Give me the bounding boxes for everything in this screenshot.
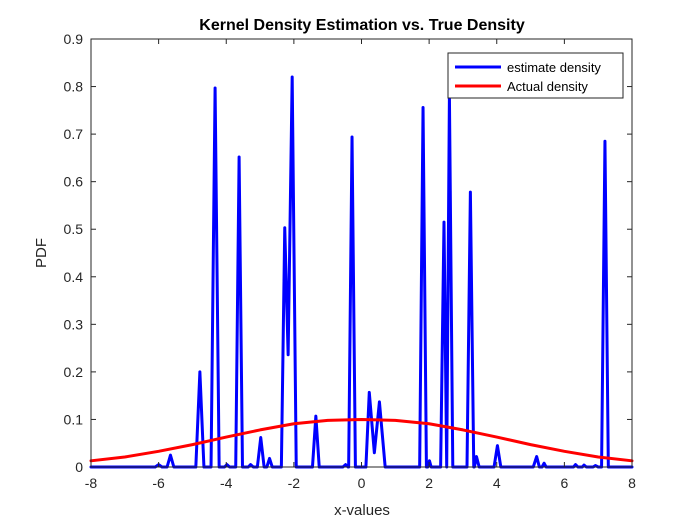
x-tick-label: 0: [358, 475, 366, 491]
y-tick-label: 0.8: [64, 79, 84, 95]
y-tick-label: 0.1: [64, 411, 84, 427]
y-tick-label: 0.3: [64, 316, 84, 332]
y-tick-label: 0.5: [64, 221, 84, 237]
x-tick-label: 2: [425, 475, 433, 491]
series-layer: [89, 75, 634, 469]
y-axis-ticks: 0 0.1 0.2 0.3 0.4 0.5 0.6 0.7 0.8 0.9: [64, 31, 632, 475]
legend: estimate density Actual density: [447, 52, 624, 99]
x-tick-label: 8: [628, 475, 636, 491]
y-tick-label: 0.4: [64, 269, 84, 285]
series-line-actual-density: [89, 417, 634, 463]
plot-background: [91, 39, 632, 467]
legend-box: [447, 52, 624, 99]
y-axis-label: PDF: [33, 238, 50, 268]
legend-label-actual-density: Actual density: [507, 79, 588, 94]
y-tick-label: 0: [75, 459, 83, 475]
x-tick-label: -8: [85, 475, 98, 491]
x-tick-label: 4: [493, 475, 501, 491]
plot-area: -8 -6 -4 -2 0 2 4 6 8 00.10.20.30.40.50.60.70.80…: [64, 31, 637, 491]
legend-items: estimate density Actual density: [455, 60, 601, 94]
y-tick-label: 0.9: [64, 31, 84, 47]
x-tick-label: -6: [152, 475, 165, 491]
x-axis-ticks: -8 -6 -4 -2 0 2 4 6 8: [85, 39, 636, 491]
legend-label-estimate-density: estimate density: [507, 60, 601, 75]
y-tick-label: 0.7: [64, 126, 84, 142]
y-tick-label: 0.6: [64, 174, 84, 190]
x-axis-label: x-values: [334, 502, 390, 519]
chart-title: Kernel Density Estimation vs. True Densi…: [199, 17, 525, 34]
x-tick-label: -4: [220, 475, 233, 491]
x-tick-label: -2: [288, 475, 301, 491]
y-tick-label: 0.2: [64, 364, 84, 380]
x-tick-label: 6: [560, 475, 568, 491]
series-line-estimate-density: [89, 75, 634, 469]
